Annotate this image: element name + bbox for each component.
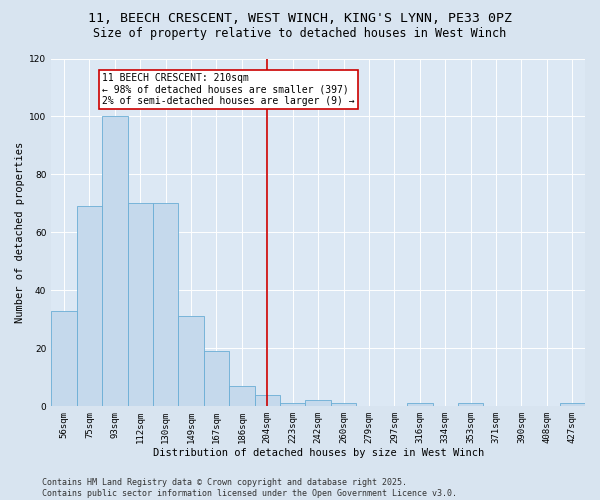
Bar — [254, 394, 280, 406]
Bar — [560, 404, 585, 406]
Text: Contains HM Land Registry data © Crown copyright and database right 2025.
Contai: Contains HM Land Registry data © Crown c… — [42, 478, 457, 498]
Bar — [77, 206, 102, 406]
X-axis label: Distribution of detached houses by size in West Winch: Distribution of detached houses by size … — [152, 448, 484, 458]
Text: Size of property relative to detached houses in West Winch: Size of property relative to detached ho… — [94, 28, 506, 40]
Bar — [407, 404, 433, 406]
Bar — [178, 316, 204, 406]
Bar — [128, 204, 153, 406]
Bar — [153, 204, 178, 406]
Text: 11, BEECH CRESCENT, WEST WINCH, KING'S LYNN, PE33 0PZ: 11, BEECH CRESCENT, WEST WINCH, KING'S L… — [88, 12, 512, 26]
Bar — [51, 310, 77, 406]
Text: 11 BEECH CRESCENT: 210sqm
← 98% of detached houses are smaller (397)
2% of semi-: 11 BEECH CRESCENT: 210sqm ← 98% of detac… — [102, 73, 355, 106]
Bar — [229, 386, 254, 406]
Bar — [458, 404, 484, 406]
Bar — [204, 351, 229, 406]
Bar — [102, 116, 128, 406]
Bar — [280, 404, 305, 406]
Bar — [305, 400, 331, 406]
Bar — [331, 404, 356, 406]
Y-axis label: Number of detached properties: Number of detached properties — [15, 142, 25, 323]
